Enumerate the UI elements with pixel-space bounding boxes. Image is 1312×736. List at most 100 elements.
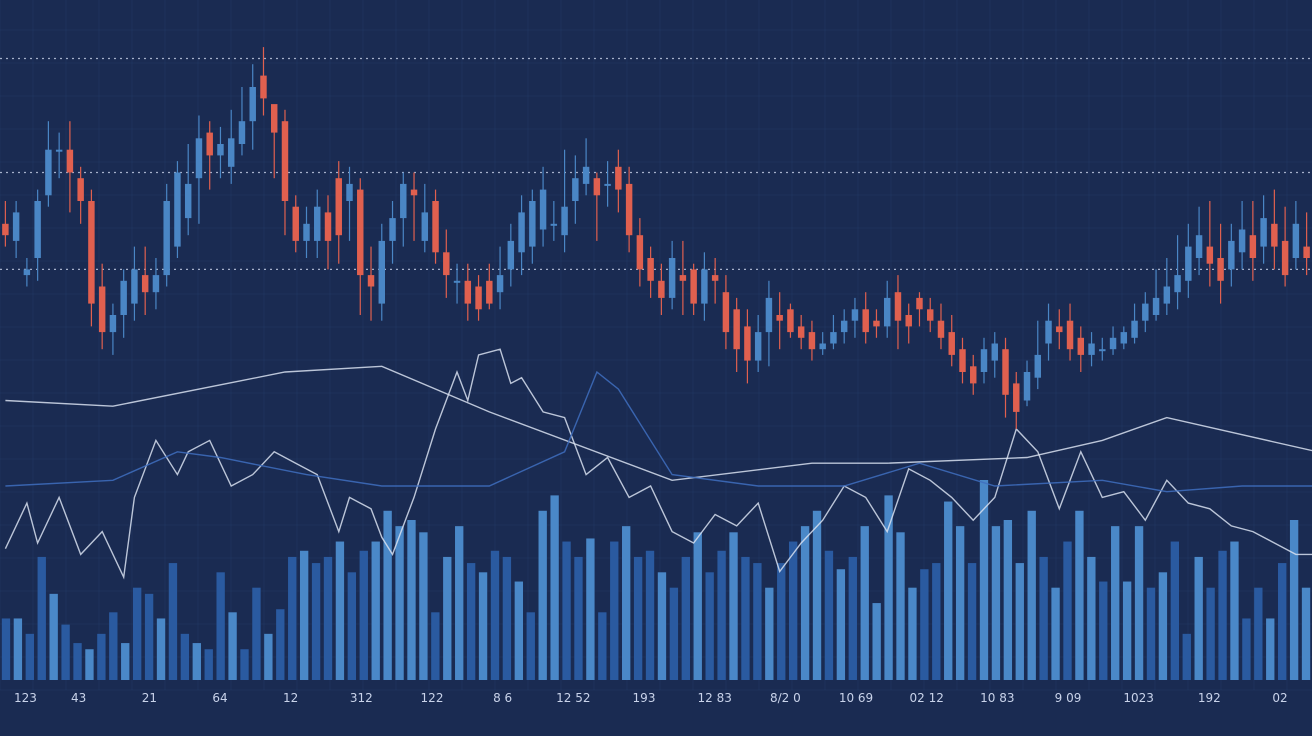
candle-down [873,309,880,338]
candle-up [378,223,385,321]
candle-down [367,246,375,321]
candle-body [894,292,902,321]
volume-bar [1087,556,1096,680]
candle-body [357,189,364,276]
candle-up [120,269,127,338]
candle-down [711,258,719,304]
candle-down [464,263,472,321]
candle-up [1023,360,1031,407]
candle-body [109,315,117,333]
candle-up [1088,332,1095,367]
candle-down [808,320,816,361]
volume-bar [800,526,810,680]
volume-bar [1,618,11,680]
candle-down [88,189,95,327]
candle-down [292,195,299,253]
volume-bar [908,587,917,680]
volume-bar [538,510,547,680]
candle-down [1002,337,1009,418]
volume-bar [765,587,774,680]
volume-bar [562,541,571,680]
x-tick-label: 64 [212,691,227,705]
candle-body [475,286,482,310]
x-tick-label: 21 [142,691,157,705]
volume-bar [347,572,357,680]
candle-body [34,201,41,258]
x-tick-label: 43 [71,691,86,705]
volume-bar [729,532,738,680]
candle-body [991,343,998,361]
candle-body [1045,320,1052,344]
volume-bar [717,550,726,680]
candle-body [980,349,988,372]
x-tick-label: 02 [1272,691,1287,705]
candle-down [1066,303,1074,361]
volume-bar [25,633,34,680]
volume-bar [1099,581,1108,680]
candle-body [45,149,52,196]
candle-body [66,149,74,173]
candle-up [1152,269,1160,321]
candle-up [539,166,547,247]
candle-body [281,121,289,201]
candle-up [314,189,321,258]
candle-body [346,183,353,201]
candle-body [658,280,665,298]
volume-bar [860,526,869,680]
candle-body [1013,383,1020,412]
volume-bar [622,526,631,680]
volume-bar [180,633,190,680]
x-tick-label: 312 [350,691,373,705]
candle-body [55,149,63,152]
volume-bar [443,556,452,680]
candle-body [1185,246,1192,281]
volume-bar [502,556,512,680]
candle-down [1056,309,1063,350]
candle-up [701,252,708,321]
volume-bar [383,510,392,680]
candle-body [2,223,9,236]
volume-bar [478,572,488,680]
candle-down [615,149,622,213]
candle-up [668,240,676,310]
volume-bar [335,541,345,680]
volume-bar [1015,563,1024,680]
candle-up [1260,195,1267,264]
x-tick-label: 12 83 [697,691,731,705]
candle-body [948,332,955,355]
volume-bar [1301,587,1311,680]
candle-down [432,189,439,264]
candle-body [1131,320,1138,338]
candle-body [324,212,332,241]
candle-body [1217,258,1224,281]
candle-body [174,172,181,247]
volume-bar [1278,563,1287,680]
candle-up [1131,303,1138,344]
x-tick-label: 12 52 [556,691,590,705]
candle-up [174,161,181,258]
volume-bar [824,550,834,680]
volume-bar [431,612,440,680]
candle-down [475,275,482,321]
candle-body [1034,354,1041,378]
candle-body [733,309,740,350]
candle-body [1077,337,1085,355]
candle-body [1120,332,1128,344]
candle-up [1185,223,1192,298]
x-tick-label: 193 [633,691,656,705]
candle-body [260,75,267,99]
volume-bar [49,593,58,680]
candle-up [389,201,396,264]
candle-up [400,172,407,247]
candle-body [550,223,558,226]
volume-bar [812,510,822,680]
candle-down [905,303,912,344]
volume-bar [550,495,559,680]
candle-body [808,332,816,350]
candle-body [292,206,299,241]
candle-body [432,201,439,253]
candle-up [819,332,826,355]
candle-up [550,201,558,241]
volume-bar [753,563,762,680]
candle-body [819,343,826,350]
